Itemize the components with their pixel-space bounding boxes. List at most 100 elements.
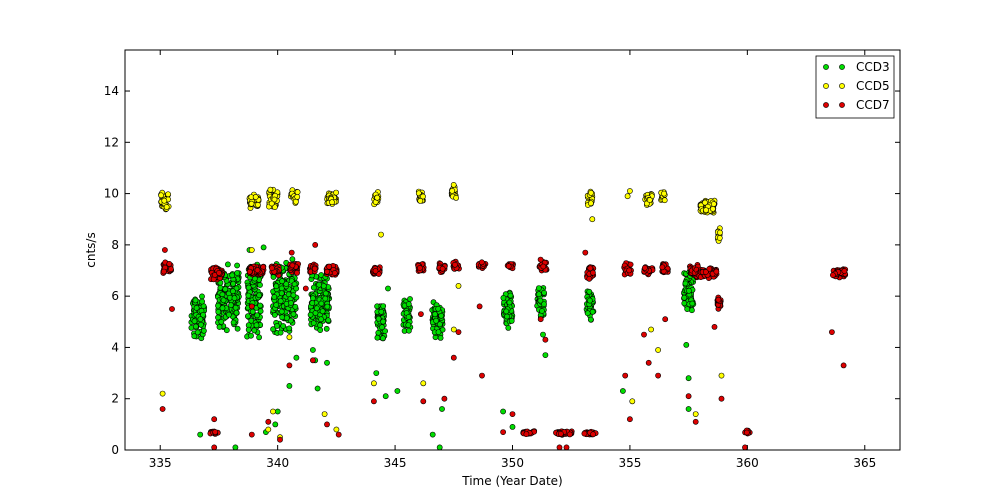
data-point xyxy=(200,327,207,334)
data-point xyxy=(646,197,653,203)
data-point xyxy=(627,416,633,423)
data-point xyxy=(586,288,593,295)
data-point xyxy=(453,194,459,201)
data-point xyxy=(191,318,198,325)
data-point xyxy=(523,431,530,437)
data-point xyxy=(257,302,264,309)
data-point xyxy=(500,408,506,415)
data-point xyxy=(249,308,256,315)
data-point xyxy=(648,326,654,333)
data-point xyxy=(283,315,290,321)
data-point xyxy=(161,247,168,253)
data-point xyxy=(256,334,262,341)
data-point xyxy=(685,406,692,412)
x-tick-label: 345 xyxy=(384,456,407,470)
data-point xyxy=(433,317,439,324)
plot-frame xyxy=(124,49,901,451)
data-point xyxy=(309,300,316,306)
data-point xyxy=(161,197,168,204)
data-point xyxy=(373,370,380,376)
data-point xyxy=(587,265,594,272)
data-point xyxy=(374,194,381,201)
data-point xyxy=(232,444,239,451)
data-point xyxy=(432,311,438,318)
data-point xyxy=(309,357,316,364)
data-point xyxy=(375,315,382,322)
data-point xyxy=(254,201,261,208)
data-point xyxy=(508,317,515,324)
data-point xyxy=(289,256,296,263)
data-point xyxy=(232,304,239,311)
data-point xyxy=(503,308,510,315)
data-point xyxy=(248,332,254,339)
data-point xyxy=(710,201,717,207)
data-point xyxy=(324,268,330,275)
legend-label: CCD3 xyxy=(856,60,890,74)
data-point xyxy=(278,290,285,297)
data-point xyxy=(234,270,240,276)
data-point xyxy=(587,316,594,323)
data-point xyxy=(313,305,320,312)
data-point xyxy=(711,323,718,330)
data-point xyxy=(271,294,278,300)
data-point xyxy=(267,186,274,193)
data-point xyxy=(542,336,549,343)
data-point xyxy=(211,444,218,451)
data-point xyxy=(312,310,319,316)
data-point xyxy=(233,309,240,316)
data-point xyxy=(270,326,276,333)
data-point xyxy=(436,321,443,328)
data-point xyxy=(379,324,385,331)
data-point xyxy=(192,323,199,330)
data-point xyxy=(540,331,546,338)
data-point xyxy=(318,300,325,307)
data-point xyxy=(286,325,293,332)
data-point xyxy=(537,297,544,304)
data-point xyxy=(294,269,300,276)
data-point xyxy=(251,327,258,334)
data-point xyxy=(620,388,626,394)
data-point xyxy=(199,293,205,300)
data-point xyxy=(325,317,332,324)
data-point xyxy=(290,311,297,318)
x-tick-label: 360 xyxy=(736,456,759,470)
data-point xyxy=(194,329,201,336)
data-point xyxy=(382,328,388,334)
y-tick-label: 2 xyxy=(111,392,119,406)
data-point xyxy=(641,331,647,338)
data-point xyxy=(319,308,326,315)
data-point xyxy=(438,312,445,319)
data-point xyxy=(437,334,444,341)
data-point xyxy=(692,418,699,425)
data-point xyxy=(506,299,513,306)
legend-label: CCD7 xyxy=(856,98,890,112)
data-point xyxy=(216,269,222,276)
data-point xyxy=(715,296,722,303)
data-point xyxy=(288,249,295,256)
data-point xyxy=(335,431,342,438)
points-layer xyxy=(158,181,849,451)
data-point xyxy=(231,295,238,301)
data-point xyxy=(333,189,339,196)
data-point xyxy=(230,319,237,326)
data-point xyxy=(692,411,699,417)
data-point xyxy=(230,280,237,287)
data-point xyxy=(645,359,652,366)
data-point xyxy=(582,249,589,256)
data-point xyxy=(212,429,219,435)
legend-marker xyxy=(823,83,829,89)
legend-box xyxy=(815,55,895,119)
data-point xyxy=(220,297,227,304)
data-point xyxy=(420,398,427,405)
data-point xyxy=(710,205,716,212)
data-point xyxy=(166,260,173,267)
data-point xyxy=(420,193,426,200)
data-point xyxy=(160,268,167,275)
data-point xyxy=(326,263,332,270)
data-point xyxy=(245,284,252,291)
data-point xyxy=(537,316,544,323)
data-point xyxy=(193,305,200,311)
data-point xyxy=(283,281,290,287)
data-point xyxy=(216,324,223,330)
